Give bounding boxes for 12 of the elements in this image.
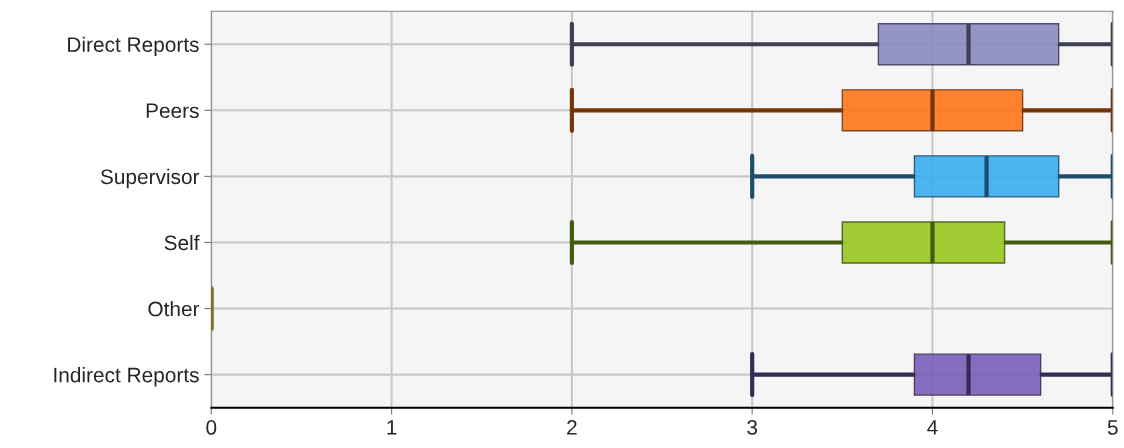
- y-tick-label: Supervisor: [100, 168, 200, 189]
- x-tick-label: 1: [387, 420, 397, 435]
- y-tick-label: Direct Reports: [68, 36, 199, 57]
- x-tick-label: 0: [206, 420, 217, 435]
- y-tick-label: Other: [148, 301, 200, 317]
- x-tick-label: 5: [1107, 420, 1118, 435]
- x-tick-label: 4: [927, 420, 938, 435]
- x-tick-label: 2: [567, 420, 577, 435]
- y-tick-label: Indirect Reports: [54, 367, 199, 387]
- y-tick-label: Peers: [146, 103, 199, 119]
- y-tick-label: Self: [164, 234, 200, 251]
- x-tick-label: 3: [747, 420, 758, 435]
